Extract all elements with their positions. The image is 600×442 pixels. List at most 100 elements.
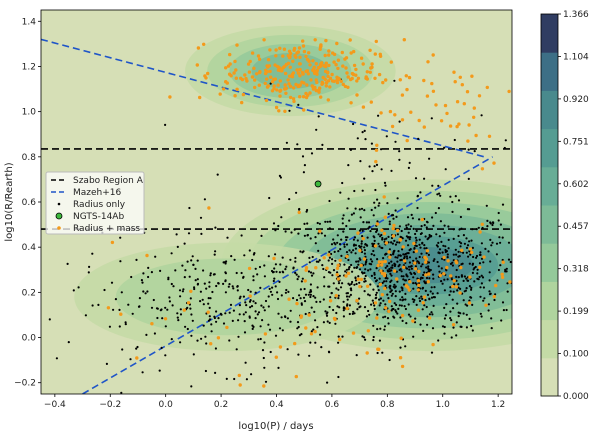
data-point bbox=[442, 255, 446, 260]
data-point bbox=[214, 371, 217, 374]
data-point bbox=[274, 105, 279, 110]
data-point bbox=[249, 306, 252, 309]
data-point bbox=[484, 303, 488, 307]
data-point bbox=[254, 302, 257, 305]
data-point bbox=[384, 184, 387, 187]
data-point bbox=[141, 371, 144, 374]
legend-label: Mazeh+16 bbox=[73, 188, 122, 198]
data-point bbox=[355, 298, 359, 303]
colorbar-band bbox=[541, 52, 558, 91]
data-point bbox=[383, 328, 386, 331]
data-point bbox=[369, 100, 373, 104]
y-tick-label: 0.4 bbox=[22, 243, 37, 253]
data-point bbox=[138, 297, 141, 300]
data-point bbox=[261, 349, 265, 352]
colorbar-tick-label: 0.199 bbox=[563, 307, 589, 317]
data-point bbox=[160, 346, 163, 349]
data-point bbox=[318, 229, 322, 233]
data-point bbox=[412, 251, 415, 254]
data-point bbox=[307, 313, 311, 317]
data-point bbox=[500, 272, 504, 276]
data-point bbox=[170, 338, 173, 341]
data-point bbox=[470, 324, 473, 328]
data-point bbox=[383, 181, 387, 184]
data-point bbox=[308, 261, 311, 264]
data-point bbox=[378, 282, 383, 287]
data-point bbox=[420, 276, 423, 279]
data-point bbox=[415, 239, 418, 242]
data-point bbox=[360, 245, 363, 248]
data-point bbox=[384, 303, 387, 306]
data-point bbox=[509, 260, 512, 264]
data-point bbox=[282, 271, 285, 274]
data-point bbox=[359, 216, 362, 219]
data-point bbox=[331, 274, 334, 277]
data-point bbox=[398, 120, 401, 123]
data-point bbox=[355, 79, 359, 83]
x-tick-label: −0.4 bbox=[44, 400, 66, 410]
data-point bbox=[358, 284, 362, 289]
data-point bbox=[281, 54, 285, 58]
data-point bbox=[245, 304, 248, 307]
data-point bbox=[374, 159, 378, 164]
data-point bbox=[488, 271, 491, 274]
data-point bbox=[370, 274, 373, 277]
data-point bbox=[303, 164, 306, 167]
data-point bbox=[432, 224, 435, 227]
data-point bbox=[362, 257, 367, 261]
data-point bbox=[450, 336, 453, 339]
data-point bbox=[277, 224, 280, 228]
data-point bbox=[394, 309, 397, 312]
data-point bbox=[228, 62, 232, 66]
data-point bbox=[335, 287, 338, 290]
data-point bbox=[401, 237, 404, 240]
data-point bbox=[204, 335, 207, 338]
data-point bbox=[400, 118, 405, 122]
data-point bbox=[394, 209, 397, 212]
data-point bbox=[337, 297, 340, 300]
data-point bbox=[370, 253, 373, 256]
data-point bbox=[389, 60, 393, 64]
data-point bbox=[437, 339, 440, 342]
data-point bbox=[263, 71, 268, 76]
colorbar-band bbox=[541, 281, 558, 321]
data-point bbox=[419, 191, 422, 194]
data-point bbox=[381, 80, 385, 85]
data-point bbox=[457, 234, 460, 238]
data-point bbox=[477, 94, 482, 98]
data-point bbox=[480, 315, 483, 318]
data-point bbox=[490, 327, 493, 330]
data-point bbox=[444, 314, 447, 317]
data-point bbox=[193, 286, 196, 289]
data-point bbox=[338, 337, 342, 342]
data-point bbox=[242, 275, 245, 278]
data-point bbox=[462, 299, 465, 302]
data-point bbox=[414, 317, 417, 320]
data-point bbox=[328, 299, 333, 303]
data-point bbox=[446, 256, 449, 259]
data-point bbox=[452, 279, 456, 283]
data-point bbox=[371, 245, 374, 248]
legend-box bbox=[45, 171, 145, 235]
data-point bbox=[437, 207, 440, 210]
data-point bbox=[390, 309, 393, 312]
data-point bbox=[342, 214, 345, 217]
data-point bbox=[454, 195, 457, 198]
data-point bbox=[387, 297, 390, 300]
data-point bbox=[341, 64, 345, 68]
highlight-point bbox=[314, 180, 322, 188]
data-point bbox=[332, 269, 336, 272]
data-point bbox=[371, 299, 374, 302]
density-contours bbox=[74, 25, 512, 352]
data-point bbox=[327, 49, 331, 53]
data-point bbox=[308, 63, 312, 67]
data-point bbox=[335, 273, 339, 277]
data-point bbox=[455, 321, 458, 324]
data-point bbox=[380, 260, 385, 264]
data-point bbox=[282, 47, 287, 51]
data-point bbox=[319, 95, 323, 99]
data-point bbox=[480, 222, 484, 226]
data-point bbox=[386, 317, 390, 320]
data-point bbox=[66, 262, 69, 265]
data-point bbox=[84, 314, 87, 317]
